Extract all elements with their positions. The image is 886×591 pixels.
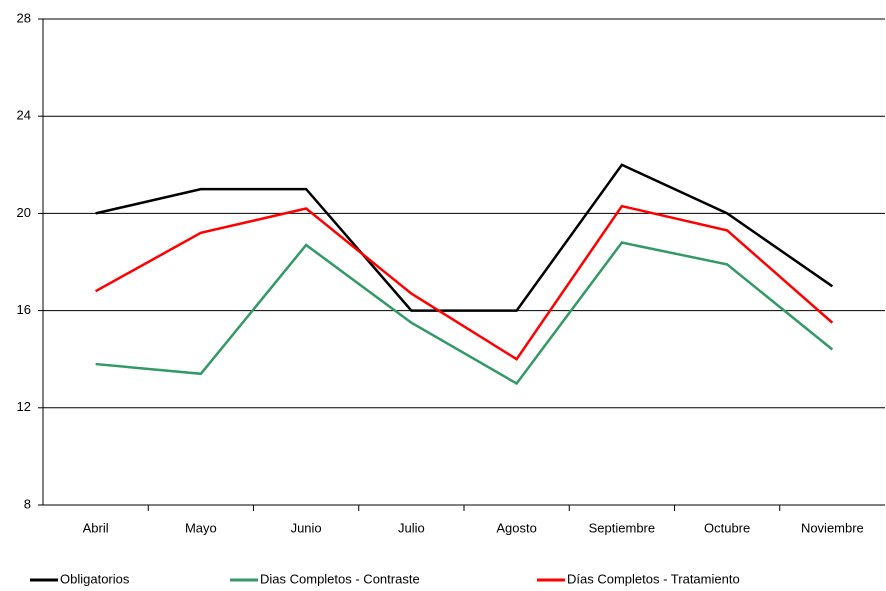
- x-tick-label: Abril: [83, 520, 109, 535]
- y-tick-label: 24: [17, 108, 31, 123]
- y-tick-label: 12: [17, 399, 31, 414]
- series-line: [95, 241, 834, 386]
- legend-label: Dias Completos - Contraste: [260, 571, 420, 586]
- y-tick-label: 16: [17, 302, 31, 317]
- x-tick-label: Mayo: [185, 520, 217, 535]
- legend-label: Obligatorios: [60, 571, 130, 586]
- series-line: [95, 163, 834, 312]
- x-tick-label: Junio: [291, 520, 322, 535]
- y-tick-label: 20: [17, 205, 31, 220]
- series-line: [95, 204, 834, 361]
- x-tick-label: Agosto: [496, 520, 536, 535]
- x-tick-label: Julio: [398, 520, 425, 535]
- legend-label: Días Completos - Tratamiento: [567, 571, 740, 586]
- x-tick-label: Septiembre: [589, 520, 655, 535]
- y-tick-label: 28: [17, 10, 31, 25]
- x-tick-label: Noviembre: [801, 520, 864, 535]
- x-tick-label: Octubre: [704, 520, 750, 535]
- y-tick-label: 8: [24, 496, 31, 511]
